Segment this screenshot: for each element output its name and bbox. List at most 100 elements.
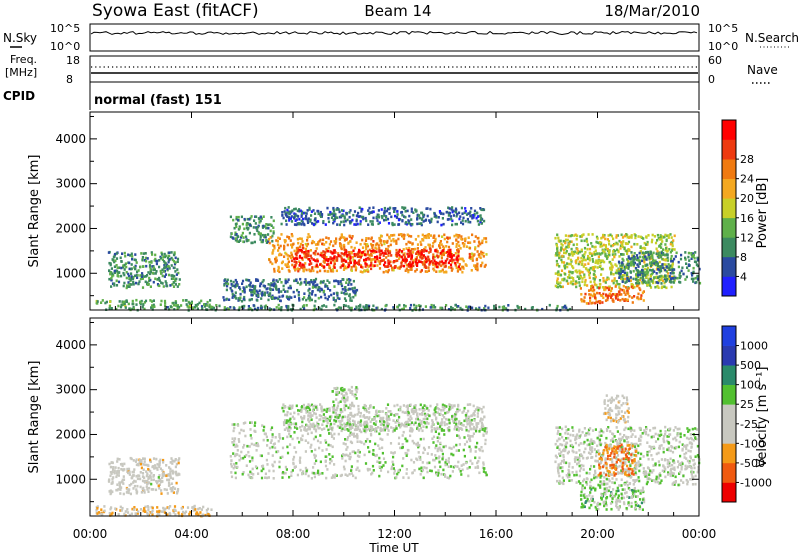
power-cell [677,265,680,269]
power-cell [174,261,177,264]
power-cell [598,286,601,290]
velocity-cell [234,445,237,448]
power-cell [450,208,453,211]
power-cell [626,262,629,266]
power-cell [625,233,628,236]
power-cell [131,307,134,311]
power-cell [311,290,314,293]
velocity-cell [149,458,152,462]
velocity-cell [438,460,441,464]
velocity-cell [371,464,375,468]
power-cell [470,207,473,210]
power-cell [654,263,657,267]
power-cell [234,238,237,242]
velocity-cell [432,441,435,444]
power-cell [294,207,297,211]
velocity-cell [230,475,234,479]
power-cell [560,269,564,272]
power-cell [396,210,399,213]
velocity-cell [320,409,323,413]
power-cell [159,303,162,306]
power-cell [680,269,683,273]
velocity-cell [248,460,252,463]
power-cell [272,219,275,223]
power-cell [185,299,188,302]
power-cell [321,242,324,246]
power-cell [688,259,691,262]
power-cell [348,306,351,310]
power-cell [598,279,602,282]
velocity-cell [343,428,346,431]
power-cell [349,256,352,260]
power-cell [368,212,371,216]
power-cell [344,249,348,252]
power-cell [624,298,627,301]
power-cell [381,216,384,220]
power-cell [354,289,357,293]
power-cell [158,259,161,262]
power-cell [439,240,442,243]
power-cell [397,233,401,237]
power-cell [460,206,463,210]
power-cell [361,246,365,249]
power-cell [476,268,479,272]
power-cell [130,263,133,266]
velocity-cell [96,512,99,515]
power-cell [190,301,193,305]
velocity-cell [333,463,336,466]
velocity-cell [238,458,241,462]
power-cell [433,240,436,243]
power-cell [323,269,326,273]
velocity-cell [365,410,369,413]
power-cell [348,281,351,284]
power-cell [395,251,398,255]
power-cell [583,296,586,299]
velocity-cell [401,464,404,468]
velocity-cell [453,421,456,424]
power-cell [344,288,347,292]
power-cell [454,207,458,211]
velocity-cell [445,458,448,462]
power-cell [594,265,597,269]
velocity-cell [469,427,472,430]
power-cell [397,237,400,241]
power-cell [641,265,644,268]
power-cell [363,258,366,262]
velocity-cell [437,447,440,451]
power-cell [660,274,663,278]
power-cell [570,240,573,243]
velocity-cell [145,485,148,489]
power-cell [467,241,470,244]
power-cell [391,223,394,227]
power-cell [472,214,475,217]
power-cell [188,302,191,305]
velocity-cell [437,422,440,425]
power-cell [172,301,175,305]
power-cell [577,250,580,253]
power-cell [113,269,116,273]
power-cell [590,242,593,245]
power-cell [445,304,448,307]
power-cell [124,262,127,265]
power-cell [397,218,401,222]
power-cell [297,215,300,218]
velocity-cell [312,437,316,441]
velocity-cell [131,470,134,474]
power-cell [434,237,437,241]
power-cell [650,240,653,244]
power-cell [563,251,566,255]
power-cell [144,252,147,255]
power-cell [400,211,403,214]
velocity-cell [111,461,114,465]
power-cell [320,280,323,283]
power-cell [378,256,382,259]
power-cell [252,226,255,229]
power-cell [277,297,280,301]
power-cell [454,261,457,265]
power-cell [338,210,341,214]
power-cell [440,306,444,310]
velocity-cell [158,487,161,490]
velocity-cell [392,463,395,466]
velocity-cell [177,511,180,515]
velocity-cell [406,413,409,417]
